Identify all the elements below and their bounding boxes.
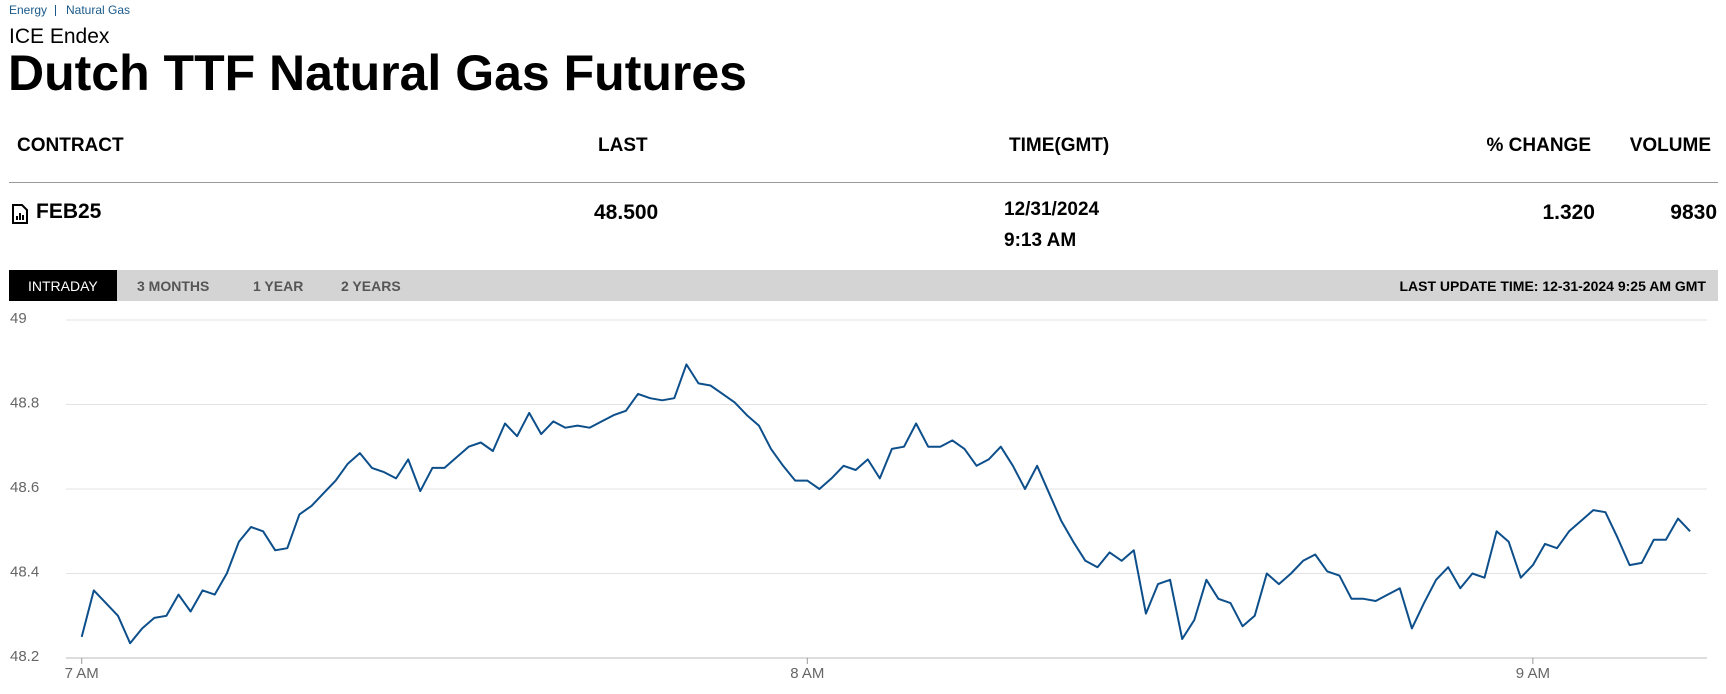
breadcrumb-link[interactable]: Natural Gas <box>66 3 131 17</box>
page-title: Dutch TTF Natural Gas Futures <box>8 45 747 101</box>
tab-bar <box>9 270 1718 301</box>
y-tick-label: 48.4 <box>10 563 39 580</box>
x-tick-label: 9 AM <box>1516 665 1550 682</box>
last-update: LAST UPDATE TIME: 12-31-2024 9:25 AM GMT <box>1399 278 1706 294</box>
column-header: % CHANGE <box>1486 135 1591 156</box>
last: 48.500 <box>594 201 659 224</box>
breadcrumb-link[interactable]: Energy <box>9 3 48 17</box>
active-tab[interactable] <box>9 270 117 301</box>
chart-icon[interactable] <box>11 204 29 224</box>
tab[interactable]: 2 YEARS <box>341 278 401 294</box>
y-tick-label: 48.6 <box>10 479 39 496</box>
divider <box>9 182 1718 183</box>
time: 9:13 AM <box>1004 230 1077 251</box>
separator <box>55 5 56 16</box>
column-header: VOLUME <box>1629 135 1711 156</box>
tab[interactable]: INTRADAY <box>28 278 98 294</box>
column-header: CONTRACT <box>17 135 124 156</box>
x-tick-label: 8 AM <box>790 665 824 682</box>
date: 12/31/2024 <box>1004 199 1100 220</box>
y-tick-label: 48.2 <box>10 648 39 665</box>
y-tick-label: 48.8 <box>10 394 39 411</box>
column-header: LAST <box>598 135 648 156</box>
y-tick-label: 49 <box>10 310 27 327</box>
price-line <box>80 363 1691 645</box>
contract[interactable]: FEB25 <box>36 200 102 223</box>
tab[interactable]: 1 YEAR <box>253 278 304 294</box>
column-header: TIME(GMT) <box>1009 135 1110 156</box>
exchange: ICE Endex <box>9 25 110 48</box>
tab[interactable]: 3 MONTHS <box>137 278 210 294</box>
x-tick-label: 7 AM <box>65 665 99 682</box>
volume: 9830 <box>1670 201 1717 224</box>
change: 1.320 <box>1542 201 1595 224</box>
